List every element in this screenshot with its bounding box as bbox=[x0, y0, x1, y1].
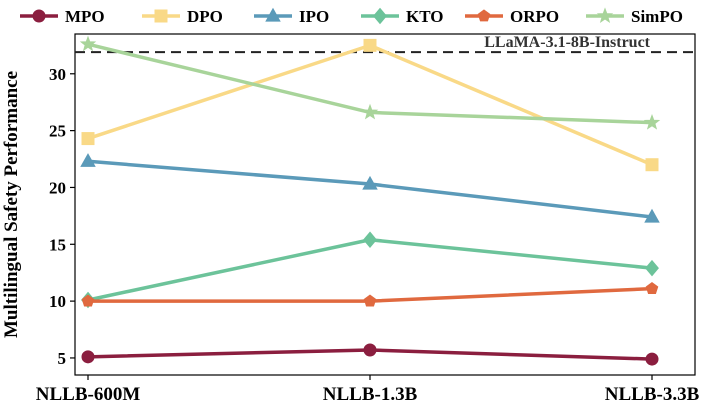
data-point-dpo-nllb-3-3b bbox=[645, 158, 659, 172]
data-point-kto-nllb-3-3b bbox=[645, 259, 659, 277]
series-simpo bbox=[79, 35, 661, 130]
x-tick-label-nllb-3-3b: NLLB-3.3B bbox=[605, 384, 700, 405]
data-point-mpo-nllb-1-3b bbox=[363, 343, 377, 357]
legend-label-simpo: SimPO bbox=[631, 7, 683, 26]
legend-label-orpo: ORPO bbox=[510, 7, 559, 26]
data-point-dpo-nllb-1-3b bbox=[363, 38, 377, 52]
data-point-ipo-nllb-600m bbox=[80, 153, 96, 167]
legend-swatch-marker-simpo bbox=[596, 7, 614, 23]
y-tick-label: 10 bbox=[49, 292, 66, 311]
y-tick-label: 15 bbox=[49, 235, 66, 254]
legend: MPO DPO IPO KTO ORPO SimPO bbox=[20, 7, 683, 26]
legend-item-simpo: SimPO bbox=[586, 7, 683, 26]
series-mpo bbox=[81, 343, 659, 366]
legend-swatch-marker-orpo bbox=[477, 9, 491, 22]
legend-label-ipo: IPO bbox=[299, 7, 329, 26]
y-tick-label: 25 bbox=[49, 122, 66, 141]
data-point-simpo-nllb-600m bbox=[79, 35, 97, 52]
data-point-ipo-nllb-3-3b bbox=[644, 208, 660, 223]
reference-line-group: LLaMA-3.1-8B-Instruct bbox=[75, 34, 695, 54]
legend-swatch-marker-kto bbox=[373, 7, 387, 25]
legend-label-dpo: DPO bbox=[187, 7, 223, 26]
data-point-orpo-nllb-1-3b bbox=[363, 294, 377, 307]
series-dpo bbox=[81, 38, 659, 172]
x-axis: NLLB-600M NLLB-1.3B NLLB-3.3B bbox=[36, 375, 700, 405]
legend-item-mpo: MPO bbox=[20, 7, 105, 26]
data-point-mpo-nllb-600m bbox=[81, 350, 95, 364]
data-point-dpo-nllb-600m bbox=[81, 132, 95, 146]
data-point-simpo-nllb-3-3b bbox=[643, 114, 661, 130]
y-tick-label: 20 bbox=[49, 178, 66, 197]
data-point-orpo-nllb-3-3b bbox=[645, 281, 659, 294]
data-point-simpo-nllb-1-3b bbox=[361, 103, 379, 120]
x-tick-label-nllb-1-3b: NLLB-1.3B bbox=[323, 384, 418, 405]
series-group bbox=[79, 35, 661, 366]
legend-item-dpo: DPO bbox=[142, 7, 223, 26]
y-tick-label: 5 bbox=[58, 349, 67, 368]
reference-line-label: LLaMA-3.1-8B-Instruct bbox=[484, 34, 650, 51]
series-orpo bbox=[81, 281, 659, 307]
legend-label-mpo: MPO bbox=[65, 7, 105, 26]
data-point-mpo-nllb-3-3b bbox=[645, 352, 659, 366]
series-ipo bbox=[80, 153, 660, 223]
legend-item-kto: KTO bbox=[361, 7, 443, 26]
legend-swatch-marker-ipo bbox=[265, 7, 281, 22]
y-tick-label: 30 bbox=[49, 65, 66, 84]
data-point-kto-nllb-1-3b bbox=[363, 231, 377, 249]
legend-label-kto: KTO bbox=[406, 7, 443, 26]
y-axis-label: Multilingual Safety Performance bbox=[1, 71, 22, 338]
legend-item-orpo: ORPO bbox=[465, 7, 559, 26]
legend-swatch-marker-mpo bbox=[32, 9, 46, 23]
y-axis: 5 10 15 20 25 30 bbox=[49, 65, 75, 368]
data-point-ipo-nllb-1-3b bbox=[362, 175, 378, 190]
plot-area: LLaMA-3.1-8B-Instruct bbox=[74, 33, 696, 376]
x-tick-label-nllb-600m: NLLB-600M bbox=[36, 384, 141, 405]
data-point-orpo-nllb-600m bbox=[81, 294, 95, 307]
legend-swatch-marker-dpo bbox=[154, 9, 168, 23]
plot-frame bbox=[74, 33, 696, 376]
legend-item-ipo: IPO bbox=[254, 7, 329, 26]
